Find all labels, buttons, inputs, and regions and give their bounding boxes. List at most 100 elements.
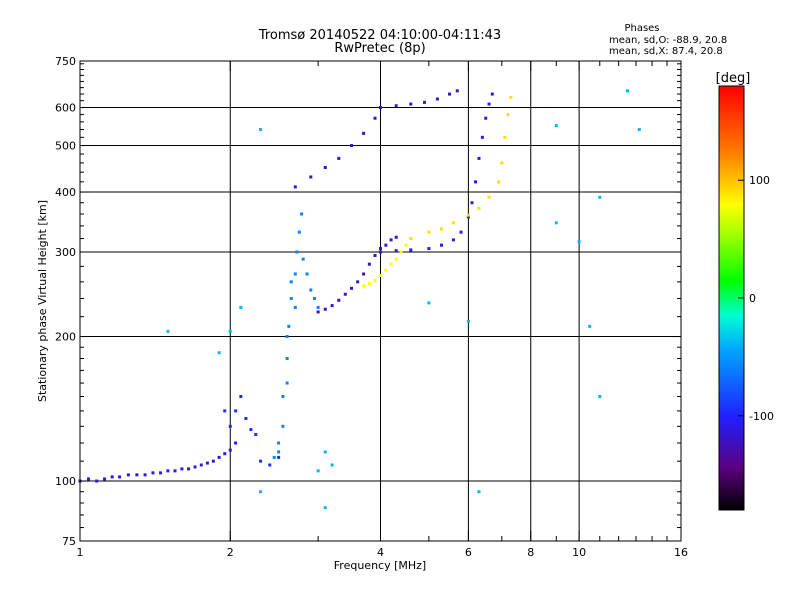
data-point <box>343 292 347 296</box>
y-tick-label: 600 <box>55 102 76 115</box>
y-axis: 75 100 200 300 400 500 600 750 <box>55 55 681 548</box>
data-point <box>234 441 238 445</box>
colorbar-tick-label: 0 <box>749 292 756 305</box>
y-tick-label: 200 <box>55 331 76 344</box>
data-point <box>259 459 263 463</box>
data-point <box>440 227 444 231</box>
y-axis-label: Stationary phase Virtual Height [km] <box>36 200 49 402</box>
data-point <box>373 116 377 120</box>
data-point <box>350 144 354 148</box>
data-point <box>239 395 243 399</box>
data-point <box>301 257 305 261</box>
x-tick-label: 2 <box>227 546 234 559</box>
data-point <box>95 479 99 483</box>
data-point <box>254 433 258 437</box>
colorbar-tick-label: 100 <box>749 174 770 187</box>
data-point <box>440 243 444 247</box>
data-point <box>487 102 491 106</box>
data-point <box>466 319 470 323</box>
data-point <box>205 461 209 465</box>
data-point <box>477 156 481 160</box>
data-point <box>293 185 297 189</box>
data-point <box>477 206 481 210</box>
data-point <box>427 230 431 234</box>
data-point <box>394 257 398 261</box>
data-point <box>466 215 470 219</box>
data-point <box>389 262 393 266</box>
y-tick-label: 300 <box>55 246 76 259</box>
data-point <box>598 395 602 399</box>
data-point <box>126 473 130 477</box>
data-point <box>217 351 221 355</box>
data-point <box>373 278 377 282</box>
data-point <box>598 195 602 199</box>
data-point <box>244 416 248 420</box>
data-point <box>187 467 191 471</box>
data-point <box>268 463 272 467</box>
grid-lines <box>80 61 681 541</box>
data-point <box>228 329 232 333</box>
data-point <box>362 131 366 135</box>
data-point <box>309 288 313 292</box>
x-tick-label: 16 <box>674 546 688 559</box>
x-axis: 1 2 4 6 8 10 16 <box>77 61 688 559</box>
data-point <box>272 455 276 459</box>
phases-x-stats: mean, sd,X: 87.4, 20.8 <box>609 46 723 57</box>
data-point <box>316 310 320 314</box>
data-point <box>367 262 371 266</box>
data-point <box>323 307 327 311</box>
y-tick-label: 100 <box>55 475 76 488</box>
data-point <box>379 250 382 254</box>
data-point <box>394 235 398 239</box>
data-point <box>143 473 147 477</box>
data-point <box>379 106 382 110</box>
data-point <box>466 213 470 217</box>
data-point <box>422 100 426 104</box>
data-point <box>228 424 232 428</box>
data-point <box>316 305 320 309</box>
y-tick-label: 400 <box>55 186 76 199</box>
data-point <box>259 490 263 494</box>
data-point <box>259 127 263 131</box>
data-point <box>166 469 170 473</box>
data-point <box>490 92 494 96</box>
data-point <box>323 506 327 510</box>
y-tick-label: 750 <box>55 55 76 68</box>
data-point <box>435 97 439 101</box>
data-point <box>427 247 431 251</box>
data-point <box>211 459 215 463</box>
data-point <box>588 324 592 328</box>
data-point <box>285 335 289 339</box>
data-point <box>337 298 341 302</box>
data-point <box>285 356 289 360</box>
data-point <box>399 250 403 254</box>
data-point <box>409 248 413 252</box>
data-point <box>484 116 488 120</box>
data-point <box>316 469 320 473</box>
data-point <box>384 268 388 272</box>
colorbar-ticks: 100 0 -100 <box>738 174 774 423</box>
y-tick-label: 75 <box>62 535 76 548</box>
data-point <box>217 455 221 459</box>
x-tick-label: 8 <box>527 546 534 559</box>
data-point <box>480 135 484 139</box>
chart-title: Tromsø 20140522 04:10:00-04:11:43 <box>258 28 501 43</box>
data-point <box>287 324 291 328</box>
data-point <box>356 280 360 284</box>
data-point <box>223 452 227 456</box>
data-point <box>500 161 504 165</box>
data-point <box>293 272 297 276</box>
data-point <box>497 180 501 184</box>
colorbar-tick-label: -100 <box>749 410 774 423</box>
data-point <box>554 124 558 128</box>
data-point <box>277 455 281 459</box>
data-point <box>470 201 474 205</box>
data-point <box>367 281 371 285</box>
data-point <box>118 475 122 479</box>
data-point <box>110 475 114 479</box>
data-point <box>448 92 452 96</box>
x-tick-label: 6 <box>465 546 472 559</box>
data-point <box>577 240 581 244</box>
data-point <box>637 127 641 131</box>
data-point <box>509 95 513 99</box>
